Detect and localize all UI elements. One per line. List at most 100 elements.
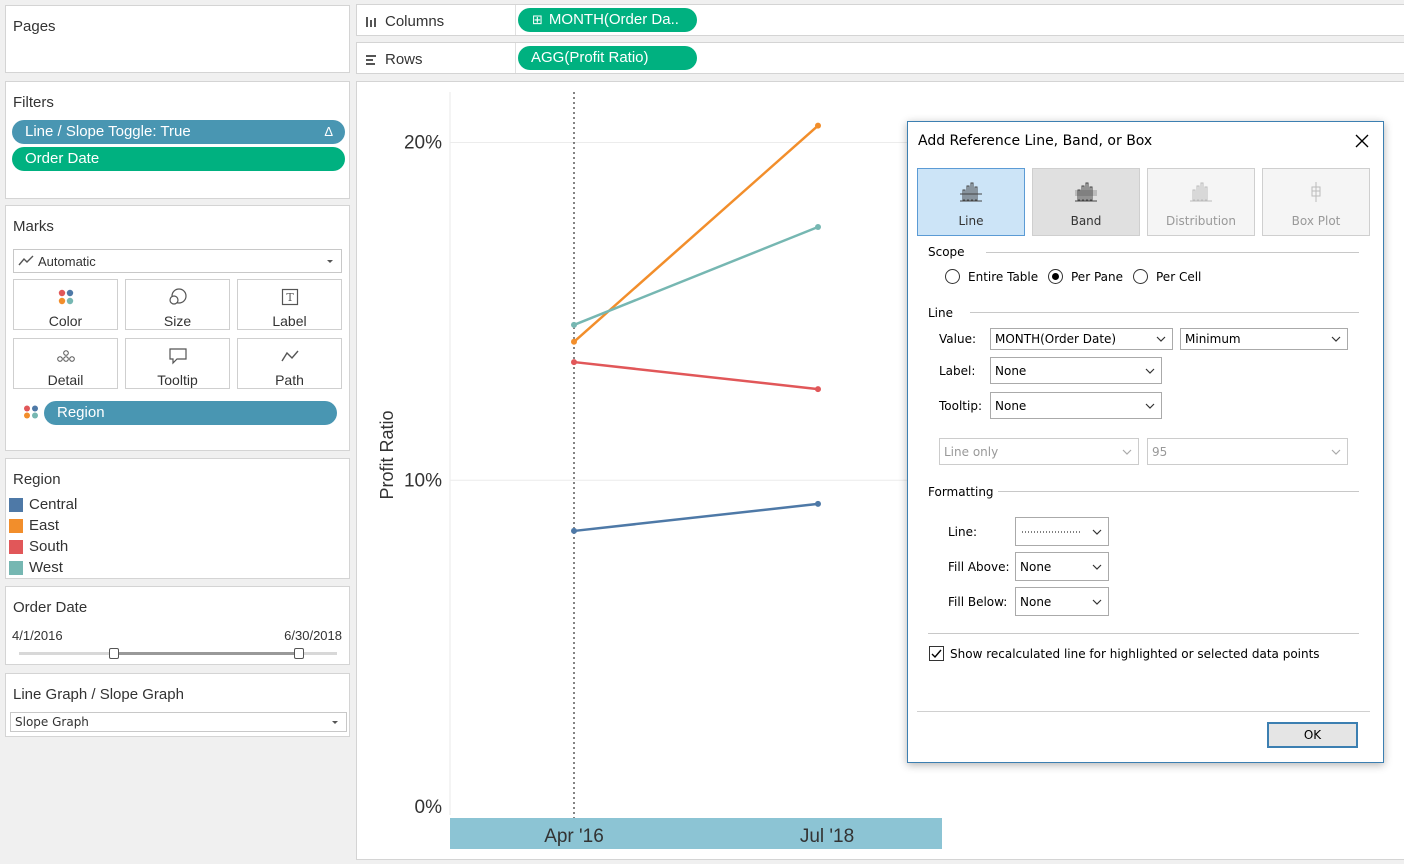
order-date-end: 6/30/2018	[284, 628, 342, 643]
path-icon	[238, 347, 341, 365]
scope-per-pane-radio[interactable]	[1048, 269, 1063, 284]
date-slider-range	[114, 652, 299, 655]
fill-above-label: Fill Above:	[948, 560, 1010, 574]
marks-button-label: Color	[48, 313, 83, 329]
value-aggregation-dropdown[interactable]: Minimum	[1180, 328, 1348, 350]
rows-shelf[interactable]: Rows AGG(Profit Ratio)	[356, 42, 1404, 74]
series-west[interactable]	[571, 223, 821, 328]
scope-option-label[interactable]: Entire Table	[968, 270, 1039, 284]
legend-label: South	[29, 538, 69, 555]
label-label: Label:	[939, 364, 976, 378]
columns-pill[interactable]: ⊞ MONTH(Order Da..	[518, 8, 697, 32]
filters-title: Filters	[13, 94, 54, 111]
data-point[interactable]	[571, 338, 577, 345]
label-dropdown[interactable]: None	[990, 357, 1162, 384]
region-legend-card: Region Central East South West	[5, 458, 350, 579]
series-line[interactable]	[573, 360, 819, 391]
type-label: Line	[958, 214, 984, 228]
box-plot-type-icon	[1263, 181, 1369, 203]
data-point[interactable]	[815, 122, 821, 129]
type-box-plot-button[interactable]: Box Plot	[1262, 168, 1370, 236]
series-central[interactable]	[571, 500, 821, 534]
graph-type-dropdown[interactable]: Slope Graph	[10, 712, 347, 732]
tooltip-dropdown[interactable]: None	[990, 392, 1162, 419]
legend-item-south[interactable]: South	[9, 536, 68, 557]
series-lines[interactable]	[571, 122, 821, 534]
rows-pill[interactable]: AGG(Profit Ratio)	[518, 46, 697, 70]
columns-shelf[interactable]: Columns ⊞ MONTH(Order Da..	[356, 4, 1404, 36]
fmt-line-label: Line:	[948, 525, 978, 539]
series-line[interactable]	[573, 225, 819, 327]
series-south[interactable]	[571, 359, 821, 393]
value-label: Value:	[939, 332, 976, 346]
line-only-dropdown: Line only	[939, 438, 1139, 465]
date-slider-start-handle[interactable]	[109, 648, 120, 659]
fill-above-dropdown[interactable]: None	[1015, 552, 1109, 581]
marks-detail-button[interactable]: Detail	[13, 338, 118, 389]
type-band-button[interactable]: Band	[1032, 168, 1140, 236]
line-type-icon	[918, 181, 1024, 203]
recalculate-checkbox[interactable]	[929, 646, 944, 661]
marks-region-pill[interactable]: Region	[44, 401, 337, 425]
legend-label: East	[29, 517, 60, 534]
series-line[interactable]	[573, 502, 819, 533]
order-date-title: Order Date	[13, 599, 88, 616]
data-point[interactable]	[815, 223, 821, 230]
date-slider-end-handle[interactable]	[293, 648, 304, 659]
ok-button[interactable]: OK	[1267, 722, 1358, 748]
detail-icon	[14, 347, 117, 365]
y-gridlines	[450, 142, 942, 481]
reference-line-dialog: Add Reference Line, Band, or Box Line Ba…	[907, 121, 1384, 763]
size-icon	[126, 288, 229, 306]
scope-per-cell-radio[interactable]	[1133, 269, 1148, 284]
marks-color-button[interactable]: Color	[13, 279, 118, 330]
scope-option-label[interactable]: Per Pane	[1071, 270, 1123, 284]
data-point[interactable]	[815, 500, 821, 507]
chevron-down-icon	[1092, 529, 1102, 535]
data-point[interactable]	[571, 527, 577, 534]
mark-type-dropdown[interactable]: Automatic	[13, 249, 342, 273]
mark-type-label: Automatic	[38, 253, 96, 269]
scope-entire-table-radio[interactable]	[945, 269, 960, 284]
line-mark-icon	[18, 255, 34, 266]
data-point[interactable]	[571, 359, 577, 366]
legend-item-east[interactable]: East	[9, 515, 59, 536]
legend-swatch	[9, 539, 23, 554]
value-field-dropdown[interactable]: MONTH(Order Date)	[990, 328, 1173, 350]
legend-item-west[interactable]: West	[9, 557, 63, 578]
chevron-down-icon	[1092, 564, 1102, 570]
type-distribution-button[interactable]: Distribution	[1147, 168, 1255, 236]
date-slider-track[interactable]	[19, 648, 337, 659]
tooltip-label: Tooltip:	[939, 399, 983, 413]
type-label: Distribution	[1165, 214, 1236, 228]
filter-pill-label: Order Date	[25, 150, 100, 167]
legend-item-central[interactable]: Central	[9, 494, 77, 515]
region-legend-title: Region	[13, 471, 61, 488]
marks-size-button[interactable]: Size	[125, 279, 230, 330]
close-icon[interactable]	[1355, 134, 1369, 148]
data-point[interactable]	[571, 321, 577, 328]
marks-button-label: Size	[163, 313, 192, 329]
series-line[interactable]	[573, 124, 819, 343]
marks-path-button[interactable]: Path	[237, 338, 342, 389]
filter-pill-line-slope-toggle[interactable]: Line / Slope Toggle: True Δ	[12, 120, 345, 144]
recalculate-checkbox-label[interactable]: Show recalculated line for highlighted o…	[950, 647, 1320, 661]
marks-label-button[interactable]: T Label	[237, 279, 342, 330]
percent-dropdown: 95	[1147, 438, 1348, 465]
scope-option-label[interactable]: Per Cell	[1156, 270, 1202, 284]
fill-below-dropdown[interactable]: None	[1015, 587, 1109, 616]
chevron-down-icon	[1331, 336, 1341, 342]
series-east[interactable]	[571, 122, 821, 345]
x-tick-label: Jul '18	[800, 826, 854, 847]
svg-text:T: T	[286, 291, 294, 304]
filter-pill-order-date[interactable]: Order Date	[12, 147, 345, 171]
legend-swatch	[9, 518, 23, 533]
marks-tooltip-button[interactable]: Tooltip	[125, 338, 230, 389]
type-label: Band	[1070, 214, 1102, 228]
data-point[interactable]	[815, 386, 821, 393]
graph-type-card: Line Graph / Slope Graph Slope Graph	[5, 673, 350, 737]
checkmark-icon	[931, 649, 942, 659]
type-line-button[interactable]: Line	[917, 168, 1025, 236]
line-style-dropdown[interactable]	[1015, 517, 1109, 546]
dialog-title: Add Reference Line, Band, or Box	[918, 133, 1153, 149]
